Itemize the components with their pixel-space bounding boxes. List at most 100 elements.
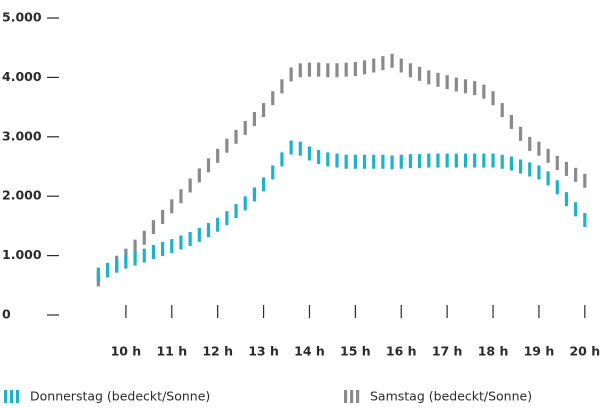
dash	[381, 56, 385, 71]
dash	[179, 189, 183, 204]
dash	[124, 254, 128, 269]
dash	[509, 156, 513, 171]
dash	[317, 62, 321, 77]
dash	[372, 58, 376, 73]
dash	[133, 239, 137, 254]
dash	[491, 153, 495, 168]
dash	[307, 62, 312, 77]
dash	[574, 202, 578, 217]
legend-swatch	[350, 390, 354, 403]
dash	[399, 58, 403, 73]
dash	[445, 153, 449, 168]
dash	[243, 120, 247, 135]
dash	[170, 199, 174, 214]
x-tick-label: 13 h	[248, 344, 279, 359]
dash	[151, 245, 156, 260]
dash	[546, 171, 550, 186]
dash	[307, 146, 312, 161]
dash	[445, 75, 449, 90]
dash	[583, 173, 587, 188]
dash	[482, 84, 486, 99]
dash	[271, 91, 275, 106]
dash	[381, 154, 385, 169]
dash	[500, 154, 504, 169]
y-tick-label: 3.000	[2, 128, 42, 143]
dash	[133, 251, 137, 266]
dash	[418, 66, 422, 81]
dash	[271, 165, 275, 180]
dash	[197, 168, 201, 183]
dash	[252, 187, 256, 202]
dash	[555, 180, 559, 195]
dash	[546, 148, 550, 163]
dash	[179, 235, 183, 250]
dash	[335, 153, 339, 168]
legend-swatch	[4, 390, 8, 403]
dash	[518, 159, 523, 174]
x-tick-label: 19 h	[524, 344, 555, 359]
dash	[151, 220, 156, 235]
dash	[161, 209, 165, 224]
y-tick-label: 0	[2, 307, 11, 322]
dash	[427, 153, 431, 168]
dash	[289, 140, 293, 155]
dash	[326, 152, 330, 167]
dash	[206, 223, 211, 238]
dash	[188, 178, 192, 193]
dash	[564, 161, 569, 176]
dash	[482, 153, 486, 168]
dash	[454, 153, 458, 168]
x-tick-label: 15 h	[340, 344, 371, 359]
dash	[353, 154, 357, 169]
dash	[427, 70, 431, 85]
x-tick-label: 11 h	[156, 344, 187, 359]
dash	[473, 153, 477, 168]
dash	[234, 129, 238, 144]
dash	[206, 158, 211, 173]
dash	[408, 63, 413, 78]
y-tick-label: 4.000	[2, 69, 42, 84]
dash	[280, 79, 284, 94]
dash	[289, 67, 293, 82]
dash	[509, 114, 513, 129]
legend-text: Donnerstag (bedeckt/Sonne)	[30, 389, 210, 404]
dash	[408, 154, 413, 169]
dash	[564, 192, 569, 207]
dash	[518, 126, 523, 141]
dash	[372, 154, 376, 169]
x-tick-label: 16 h	[386, 344, 417, 359]
dash	[344, 154, 348, 169]
dash	[436, 72, 440, 87]
dash	[454, 77, 458, 92]
x-tick-label: 14 h	[294, 344, 325, 359]
dash	[188, 231, 192, 246]
dash	[142, 230, 146, 245]
dash	[317, 149, 321, 164]
dash	[261, 103, 266, 118]
dash	[390, 155, 394, 170]
dash	[170, 239, 174, 254]
x-tick-label: 10 h	[111, 344, 142, 359]
legend-swatch	[344, 390, 348, 403]
dash	[537, 141, 541, 156]
dash	[298, 141, 302, 156]
dash	[243, 196, 247, 211]
dash	[528, 136, 532, 151]
dash	[399, 154, 403, 169]
dash	[197, 227, 201, 242]
dash	[583, 212, 587, 227]
legend-text: Samstag (bedeckt/Sonne)	[370, 389, 532, 404]
dash	[555, 155, 559, 170]
dash	[353, 62, 357, 77]
dash	[463, 79, 468, 94]
legend-swatch	[10, 390, 14, 403]
dash	[261, 177, 266, 192]
dash	[280, 152, 284, 167]
y-tick-label: 5.000	[2, 10, 42, 25]
legend-swatch	[16, 390, 20, 403]
dash	[500, 103, 504, 118]
dash	[96, 267, 100, 282]
x-tick-label: 17 h	[432, 344, 463, 359]
dash	[115, 258, 119, 273]
dash	[528, 162, 532, 177]
